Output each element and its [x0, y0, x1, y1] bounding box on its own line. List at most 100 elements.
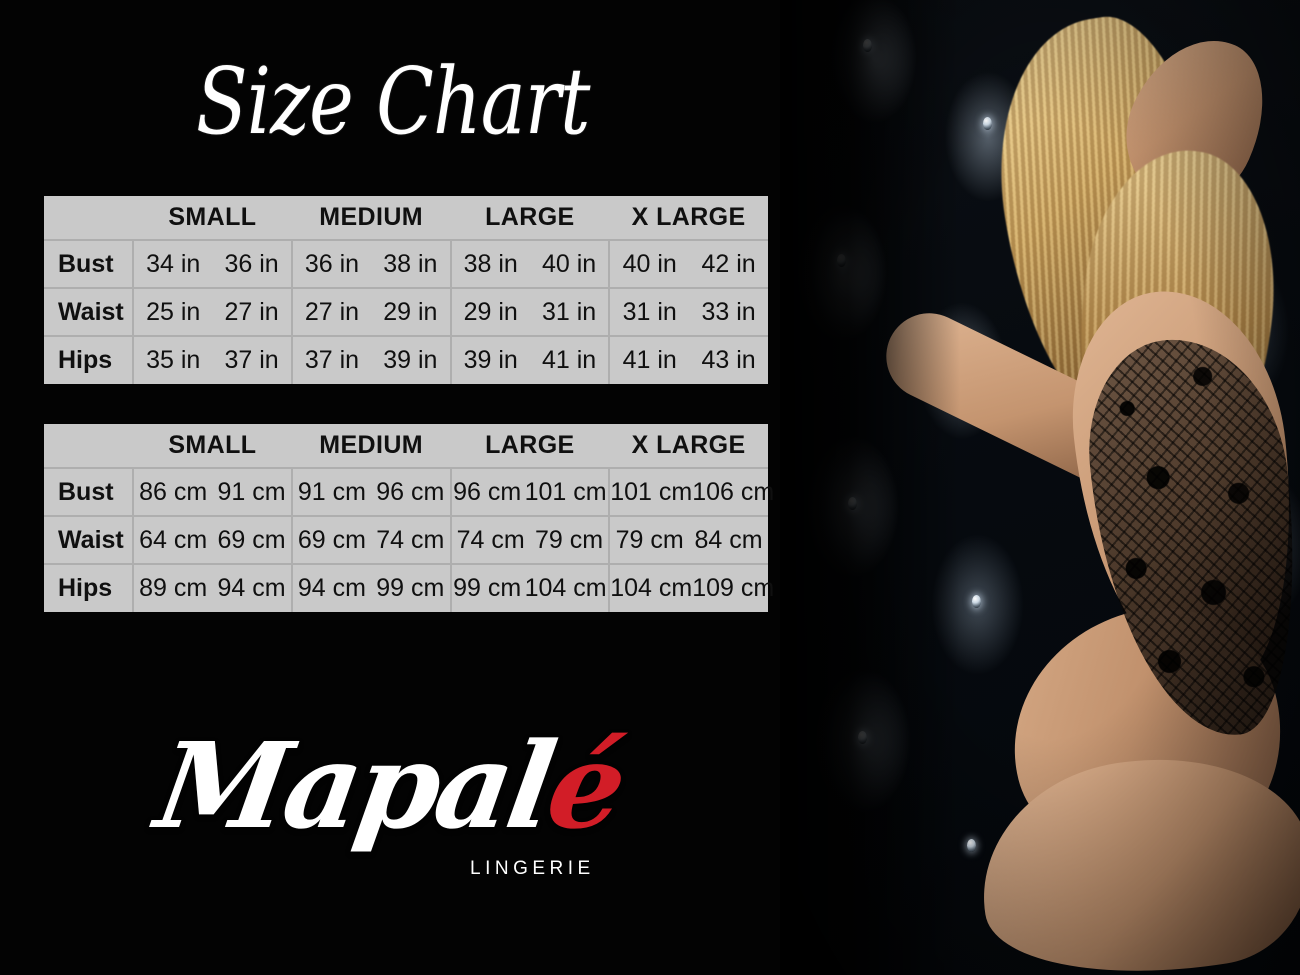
cell-bust-medium: 91 cm 96 cm: [290, 468, 451, 516]
value-min: 40 in: [622, 249, 677, 278]
column-header-xlarge: X LARGE: [609, 424, 768, 468]
brand-tagline: LINGERIE: [470, 858, 595, 879]
column-header-small: SMALL: [133, 424, 292, 468]
cell-bust-small: 34 in 36 in: [132, 240, 292, 288]
row-label-waist: Waist: [44, 288, 133, 336]
size-table-centimeters: SMALL MEDIUM LARGE X LARGE Bust 86 cm 91 …: [44, 424, 774, 612]
value-max: 39 in: [383, 346, 438, 374]
value-min: 86 cm: [139, 477, 208, 506]
value-min: 91 cm: [297, 477, 366, 506]
value-min: 38 in: [463, 249, 518, 278]
cell-hips-medium: 94 cm 99 cm: [290, 564, 451, 612]
table-header-row: SMALL MEDIUM LARGE X LARGE: [44, 196, 768, 240]
cell-hips-small: 35 in 37 in: [132, 336, 292, 384]
value-max: 41 in: [541, 346, 597, 374]
value-max: 33 in: [701, 297, 756, 326]
value-min: 64 cm: [139, 525, 208, 554]
size-table-inches-header: SMALL MEDIUM LARGE X LARGE: [44, 196, 768, 240]
value-max: 43 in: [701, 346, 756, 374]
value-min: 101 cm: [610, 477, 693, 506]
value-max: 36 in: [224, 249, 279, 278]
cell-hips-small: 89 cm 94 cm: [132, 564, 292, 612]
value-max: 42 in: [701, 249, 756, 278]
value-min: 104 cm: [610, 574, 693, 602]
table-row: Waist 25 in 27 in 27 in 29 in 29 in 31 in 3…: [44, 288, 768, 336]
value-min: 37 in: [304, 346, 360, 374]
cell-hips-medium: 37 in 39 in: [290, 336, 451, 384]
value-min: 36 in: [304, 249, 360, 278]
value-min: 89 cm: [139, 574, 208, 602]
cell-bust-small: 86 cm 91 cm: [132, 468, 292, 516]
cell-hips-xlarge: 104 cm 109 cm: [608, 564, 774, 612]
row-label-hips: Hips: [44, 336, 133, 384]
value-max: 27 in: [224, 297, 279, 326]
model-photo: [780, 0, 1300, 975]
cell-waist-xlarge: 31 in 33 in: [608, 288, 768, 336]
brand-wordmark-text: Mapal: [147, 716, 561, 855]
cell-hips-large: 39 in 41 in: [449, 336, 610, 384]
table-corner-cell: [44, 424, 133, 468]
cell-waist-small: 25 in 27 in: [132, 288, 292, 336]
value-min: 25 in: [146, 297, 201, 326]
value-max: 101 cm: [524, 477, 607, 506]
value-min: 79 cm: [615, 525, 684, 554]
cell-waist-medium: 69 cm 74 cm: [290, 516, 451, 564]
value-min: 31 in: [622, 297, 677, 326]
column-header-large: LARGE: [450, 424, 610, 468]
value-max: 40 in: [541, 249, 597, 278]
table-row: Bust 34 in 36 in 36 in 38 in 38 in 40 in 40…: [44, 240, 768, 288]
value-min: 39 in: [463, 346, 518, 374]
value-max: 37 in: [224, 346, 279, 374]
row-label-hips: Hips: [44, 564, 133, 612]
column-header-medium: MEDIUM: [291, 196, 451, 240]
value-min: 99 cm: [453, 574, 522, 602]
row-label-waist: Waist: [44, 516, 133, 564]
cell-bust-large: 38 in 40 in: [449, 240, 610, 288]
column-header-large: LARGE: [450, 196, 610, 240]
table-row: Hips 89 cm 94 cm 94 cm 99 cm 99 cm 104 cm 1…: [44, 564, 774, 612]
cell-waist-small: 64 cm 69 cm: [132, 516, 292, 564]
value-max: 31 in: [541, 297, 597, 326]
value-min: 94 cm: [297, 574, 366, 602]
value-max: 69 cm: [217, 525, 286, 554]
cell-bust-xlarge: 40 in 42 in: [608, 240, 768, 288]
table-row: Hips 35 in 37 in 37 in 39 in 39 in 41 in 41…: [44, 336, 768, 384]
size-table-inches: SMALL MEDIUM LARGE X LARGE Bust 34 in 36 …: [44, 196, 768, 384]
row-label-bust: Bust: [44, 468, 133, 516]
cell-bust-xlarge: 101 cm 106 cm: [608, 468, 774, 516]
value-max: 106 cm: [692, 477, 775, 506]
column-header-small: SMALL: [133, 196, 292, 240]
value-min: 69 cm: [297, 525, 366, 554]
value-max: 29 in: [383, 297, 438, 326]
value-max: 91 cm: [217, 477, 286, 506]
brand-logo: Mapalé LINGERIE: [148, 716, 632, 891]
value-min: 27 in: [304, 297, 360, 326]
size-table-centimeters-body: Bust 86 cm 91 cm 91 cm 96 cm 96 cm 101 cm 1…: [44, 468, 774, 612]
cell-waist-medium: 27 in 29 in: [290, 288, 451, 336]
cell-waist-xlarge: 79 cm 84 cm: [608, 516, 768, 564]
value-max: 79 cm: [535, 525, 604, 554]
value-max: 84 cm: [694, 525, 763, 554]
value-min: 96 cm: [453, 477, 522, 506]
value-max: 96 cm: [376, 477, 445, 506]
value-max: 99 cm: [376, 574, 445, 602]
size-table-centimeters-header: SMALL MEDIUM LARGE X LARGE: [44, 424, 768, 468]
table-row: Waist 64 cm 69 cm 69 cm 74 cm 74 cm 79 cm 7…: [44, 516, 768, 564]
brand-wordmark: Mapalé: [148, 716, 632, 855]
value-min: 74 cm: [456, 525, 525, 554]
cell-bust-large: 96 cm 101 cm: [449, 468, 610, 516]
value-min: 29 in: [463, 297, 518, 326]
column-header-medium: MEDIUM: [291, 424, 451, 468]
cell-hips-xlarge: 41 in 43 in: [608, 336, 768, 384]
size-table-inches-body: Bust 34 in 36 in 36 in 38 in 38 in 40 in 40…: [44, 240, 768, 384]
value-min: 41 in: [622, 346, 677, 374]
value-max: 38 in: [383, 249, 438, 278]
page-title: Size Chart: [196, 48, 590, 155]
table-corner-cell: [44, 196, 133, 240]
cell-bust-medium: 36 in 38 in: [290, 240, 451, 288]
value-max: 104 cm: [524, 574, 607, 602]
row-label-bust: Bust: [44, 240, 133, 288]
column-header-xlarge: X LARGE: [609, 196, 768, 240]
table-header-row: SMALL MEDIUM LARGE X LARGE: [44, 424, 768, 468]
